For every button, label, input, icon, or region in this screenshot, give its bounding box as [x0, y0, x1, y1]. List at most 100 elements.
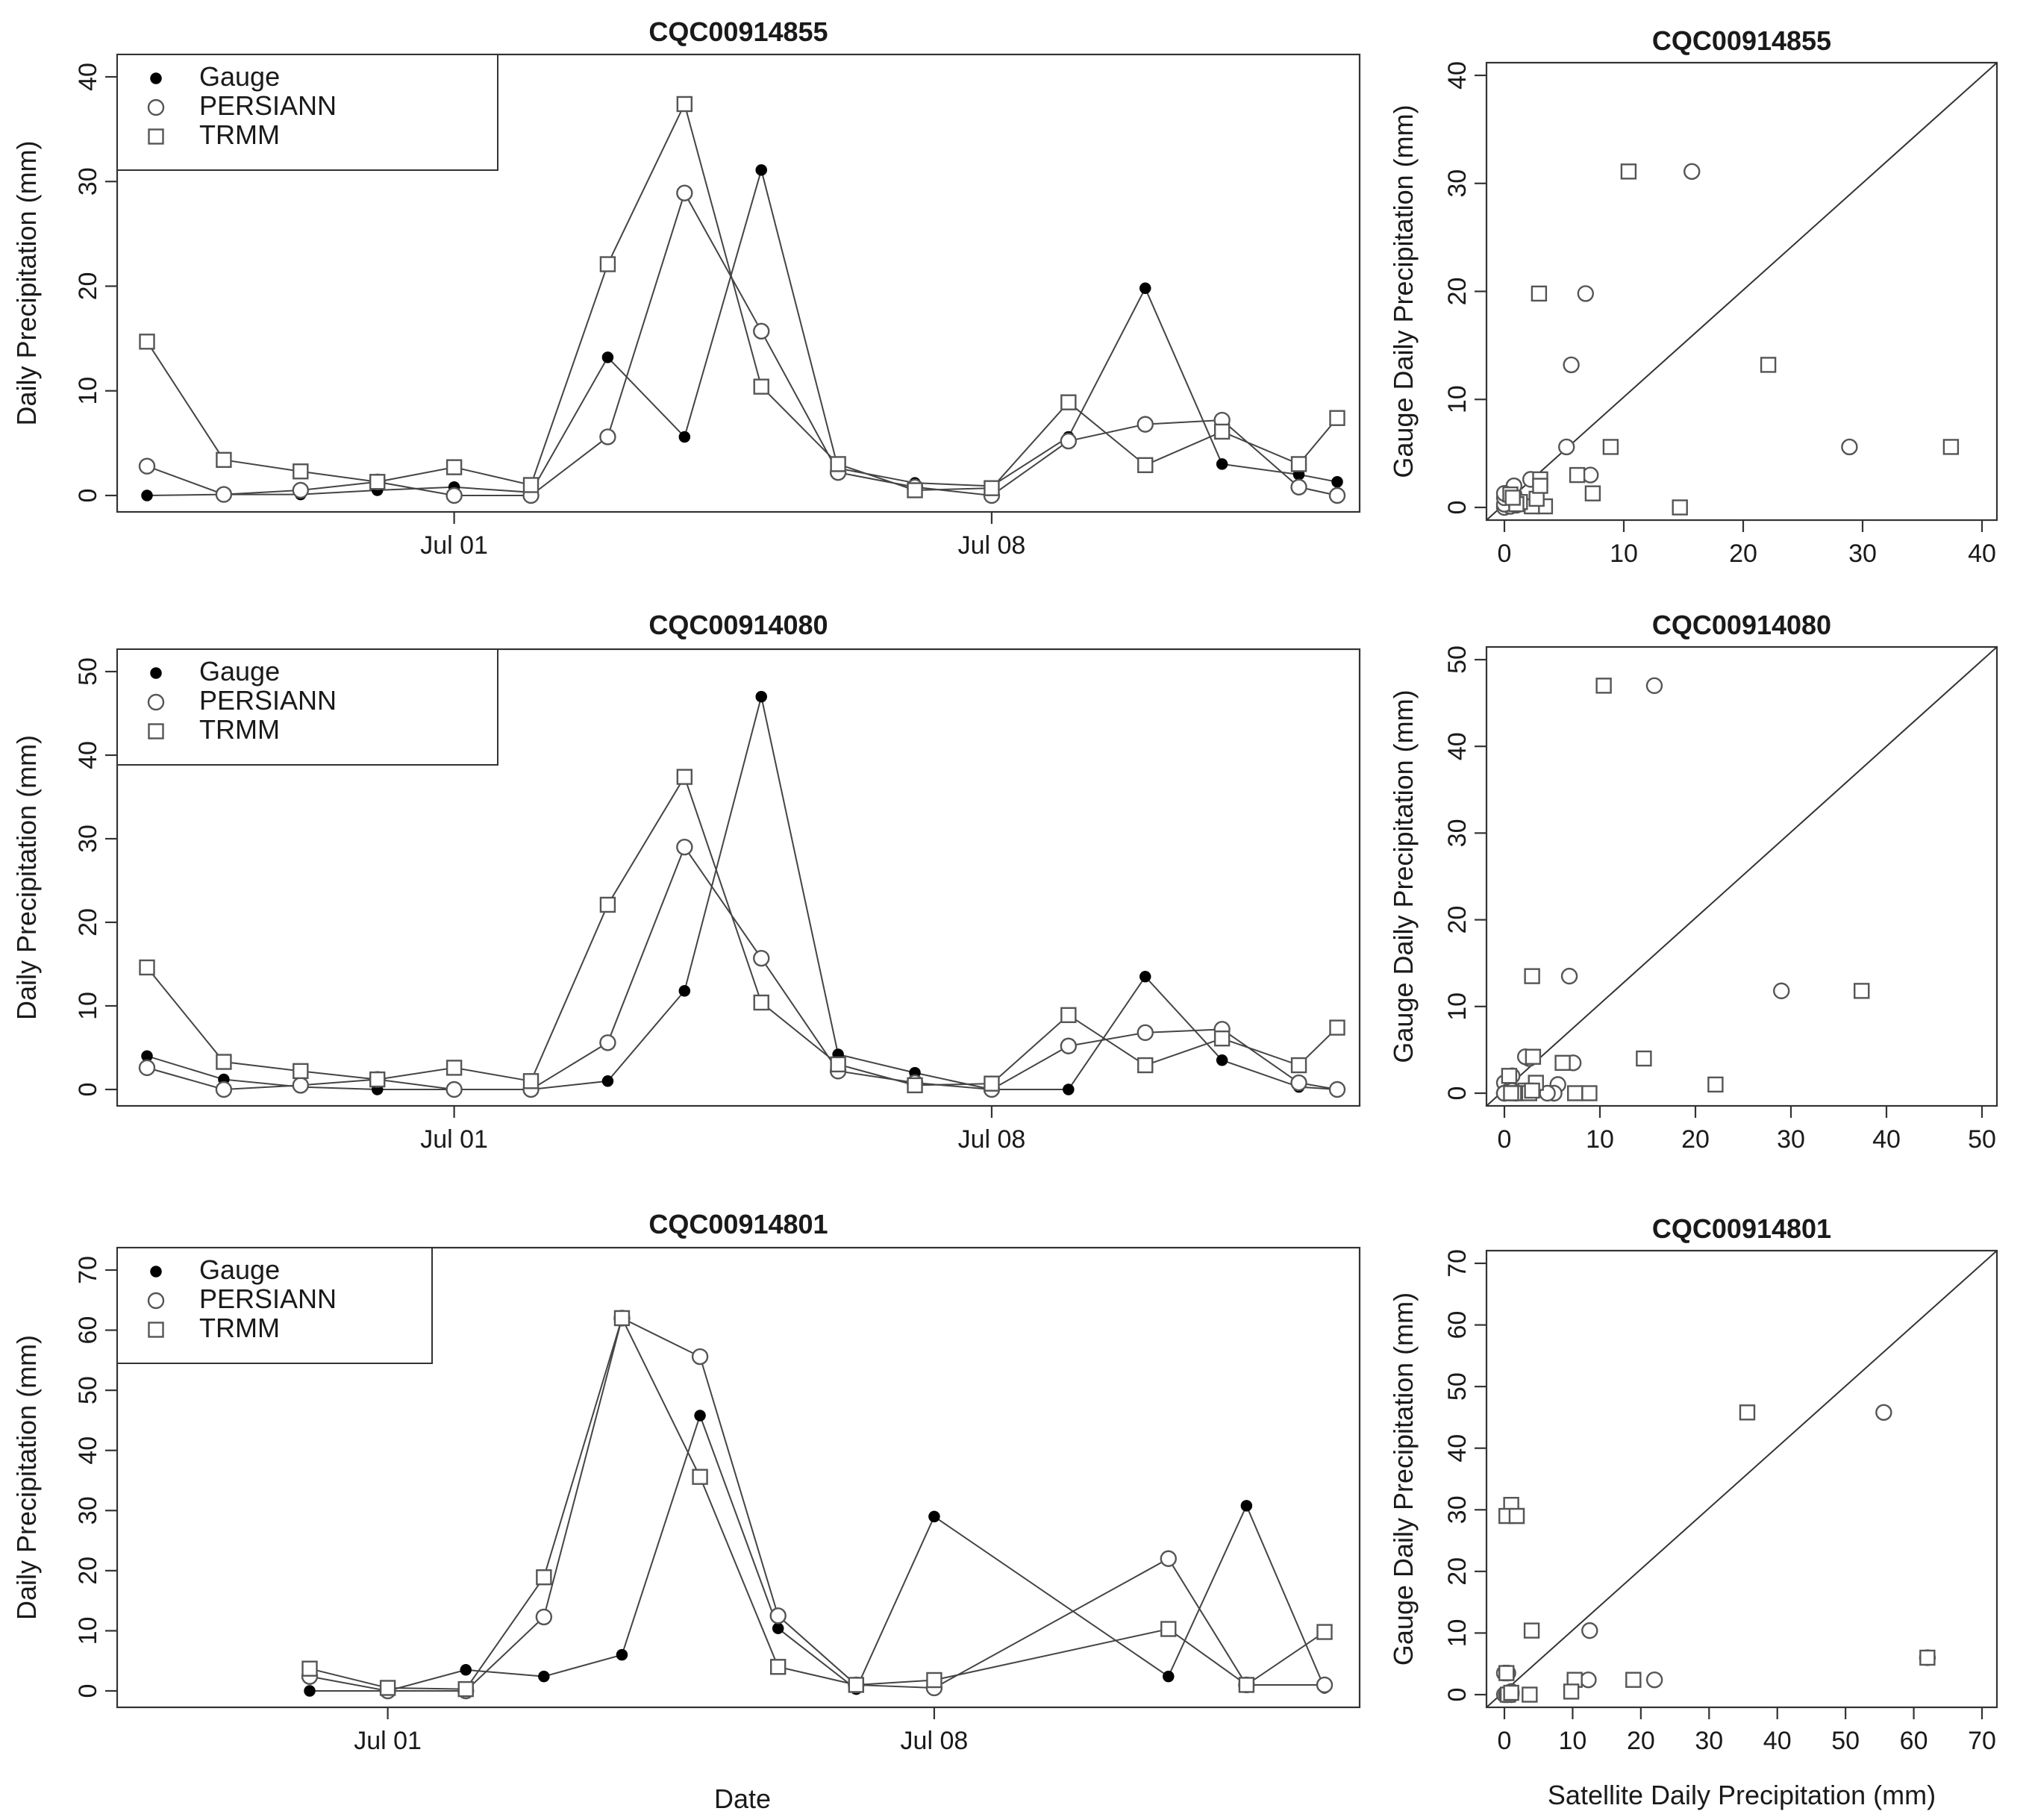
data-point-trmm: [1581, 1085, 1598, 1101]
legend-marker-trmm: [148, 128, 164, 145]
data-point-persiann: [769, 1607, 787, 1624]
legend-label-trmm: TRMM: [199, 1313, 280, 1343]
y-axis-label: Gauge Daily Precipitation (mm): [1388, 1292, 1419, 1666]
data-point-trmm: [293, 463, 309, 480]
data-point-persiann: [1060, 432, 1078, 450]
y-tick-label: 20: [74, 908, 102, 936]
x-tick-label: Jul 01: [420, 1125, 488, 1154]
data-point-gauge: [928, 1510, 940, 1523]
data-point-persiann: [535, 1608, 553, 1626]
line-chart-1: CQC00914855 0 10 20 30 40 Daily Precipitation …: [11, 16, 1361, 560]
legend-label-gauge: Gauge: [199, 1254, 280, 1285]
data-point-trmm: [1739, 1404, 1756, 1421]
legend: [116, 1247, 433, 1364]
data-point-gauge: [304, 1685, 316, 1697]
data-point-trmm: [676, 769, 693, 785]
x-tick-label: Jul 08: [901, 1727, 969, 1755]
y-tick-label: 0: [1443, 1086, 1472, 1101]
data-point-persiann: [1060, 1037, 1078, 1054]
y-tick-label: 20: [1443, 906, 1472, 934]
data-point-trmm: [1531, 285, 1548, 302]
x-tick-label: 70: [1968, 1727, 1996, 1755]
data-point-trmm: [1584, 485, 1601, 501]
legend: [116, 648, 498, 766]
legend-label-persiann: PERSIANN: [199, 90, 337, 121]
series-line-trmm: [309, 1316, 1325, 1690]
data-point-persiann: [1841, 438, 1858, 456]
data-point-trmm: [753, 378, 769, 395]
data-point-trmm: [1919, 1649, 1936, 1666]
data-point-trmm: [1528, 490, 1545, 507]
panel-title: CQC00914080: [1652, 610, 1831, 640]
plot-frame: [1485, 1249, 1998, 1709]
data-point-trmm: [1525, 1048, 1542, 1065]
data-point-persiann: [599, 1034, 616, 1051]
data-point-gauge: [141, 490, 153, 501]
series-line-persiann: [146, 845, 1338, 1091]
legend-label-trmm: TRMM: [199, 119, 280, 150]
panel-title: CQC00914855: [1652, 25, 1831, 56]
data-point-gauge: [460, 1664, 472, 1676]
data-point-trmm: [984, 480, 1000, 496]
data-point-trmm: [1498, 1665, 1515, 1681]
y-tick-label: 30: [74, 825, 102, 853]
data-point-persiann: [1645, 677, 1663, 695]
data-point-trmm: [692, 1469, 708, 1485]
data-point-persiann: [676, 838, 693, 856]
data-point-persiann: [1557, 438, 1575, 456]
y-tick-label: 0: [74, 489, 102, 503]
data-point-trmm: [1602, 439, 1619, 455]
data-point-gauge: [1063, 1083, 1075, 1095]
y-tick-label: 40: [1443, 1434, 1472, 1463]
x-tick-label: 0: [1498, 540, 1512, 568]
data-point-trmm: [1290, 456, 1307, 472]
x-tick-label: 40: [1872, 1125, 1901, 1154]
scatter-chart-2: CQC00914080 0 10 20 30 40 50 0 10 20 30 40 50 Gauge D…: [1388, 610, 1998, 1154]
data-point-trmm: [369, 1071, 386, 1088]
y-tick-label: 0: [74, 1083, 102, 1097]
data-point-trmm: [1563, 1683, 1580, 1700]
y-axis-label: Daily Precipitation (mm): [11, 1335, 42, 1620]
data-point-persiann: [1137, 416, 1154, 433]
y-tick-label: 60: [1443, 1311, 1472, 1339]
data-point-gauge: [755, 164, 767, 176]
data-point-trmm: [1523, 1622, 1540, 1639]
line-chart-3: CQC00914801 0 10 20 30 40 50 60 70 Daily Precipit…: [11, 1209, 1361, 1814]
data-point-gauge: [1216, 458, 1228, 470]
y-tick-label: 40: [74, 63, 102, 91]
y-tick-label: 0: [74, 1684, 102, 1698]
data-point-gauge: [1331, 476, 1343, 488]
data-point-trmm: [301, 1660, 318, 1677]
x-axis-label: Satellite Daily Precipitation (mm): [1548, 1780, 1936, 1810]
data-point-trmm: [753, 994, 769, 1011]
legend-label-gauge: Gauge: [199, 61, 280, 92]
data-point-trmm: [907, 1077, 923, 1094]
data-point-trmm: [1524, 1082, 1540, 1099]
y-tick-label: 40: [1443, 61, 1472, 90]
x-tick-label: 20: [1627, 1727, 1655, 1755]
y-axis-label: Gauge Daily Precipitation (mm): [1388, 689, 1419, 1063]
series-line-persiann: [309, 1317, 1325, 1692]
x-tick-label: Jul 01: [420, 531, 488, 560]
data-point-trmm: [1329, 410, 1345, 426]
data-point-trmm: [1290, 1057, 1307, 1074]
legend-label-trmm: TRMM: [199, 714, 280, 745]
data-point-trmm: [536, 1569, 552, 1586]
data-point-gauge: [1139, 971, 1151, 983]
y-tick-label: 10: [1443, 385, 1472, 413]
y-tick-label: 20: [74, 272, 102, 301]
y-tick-label: 10: [74, 992, 102, 1020]
data-point-trmm: [907, 482, 923, 498]
data-point-gauge: [755, 690, 767, 703]
data-point-persiann: [753, 322, 770, 340]
panel-title: CQC00914855: [648, 16, 828, 47]
y-tick-label: 30: [1443, 819, 1472, 847]
legend-marker-trmm: [148, 1322, 164, 1338]
data-point-trmm: [1942, 439, 1960, 455]
legend-label-persiann: PERSIANN: [199, 685, 337, 716]
data-point-trmm: [1522, 1686, 1538, 1703]
data-point-persiann: [292, 1077, 310, 1094]
panel-title: CQC00914080: [648, 610, 828, 640]
data-point-trmm: [1503, 1684, 1519, 1701]
y-tick-label: 10: [1443, 992, 1472, 1021]
